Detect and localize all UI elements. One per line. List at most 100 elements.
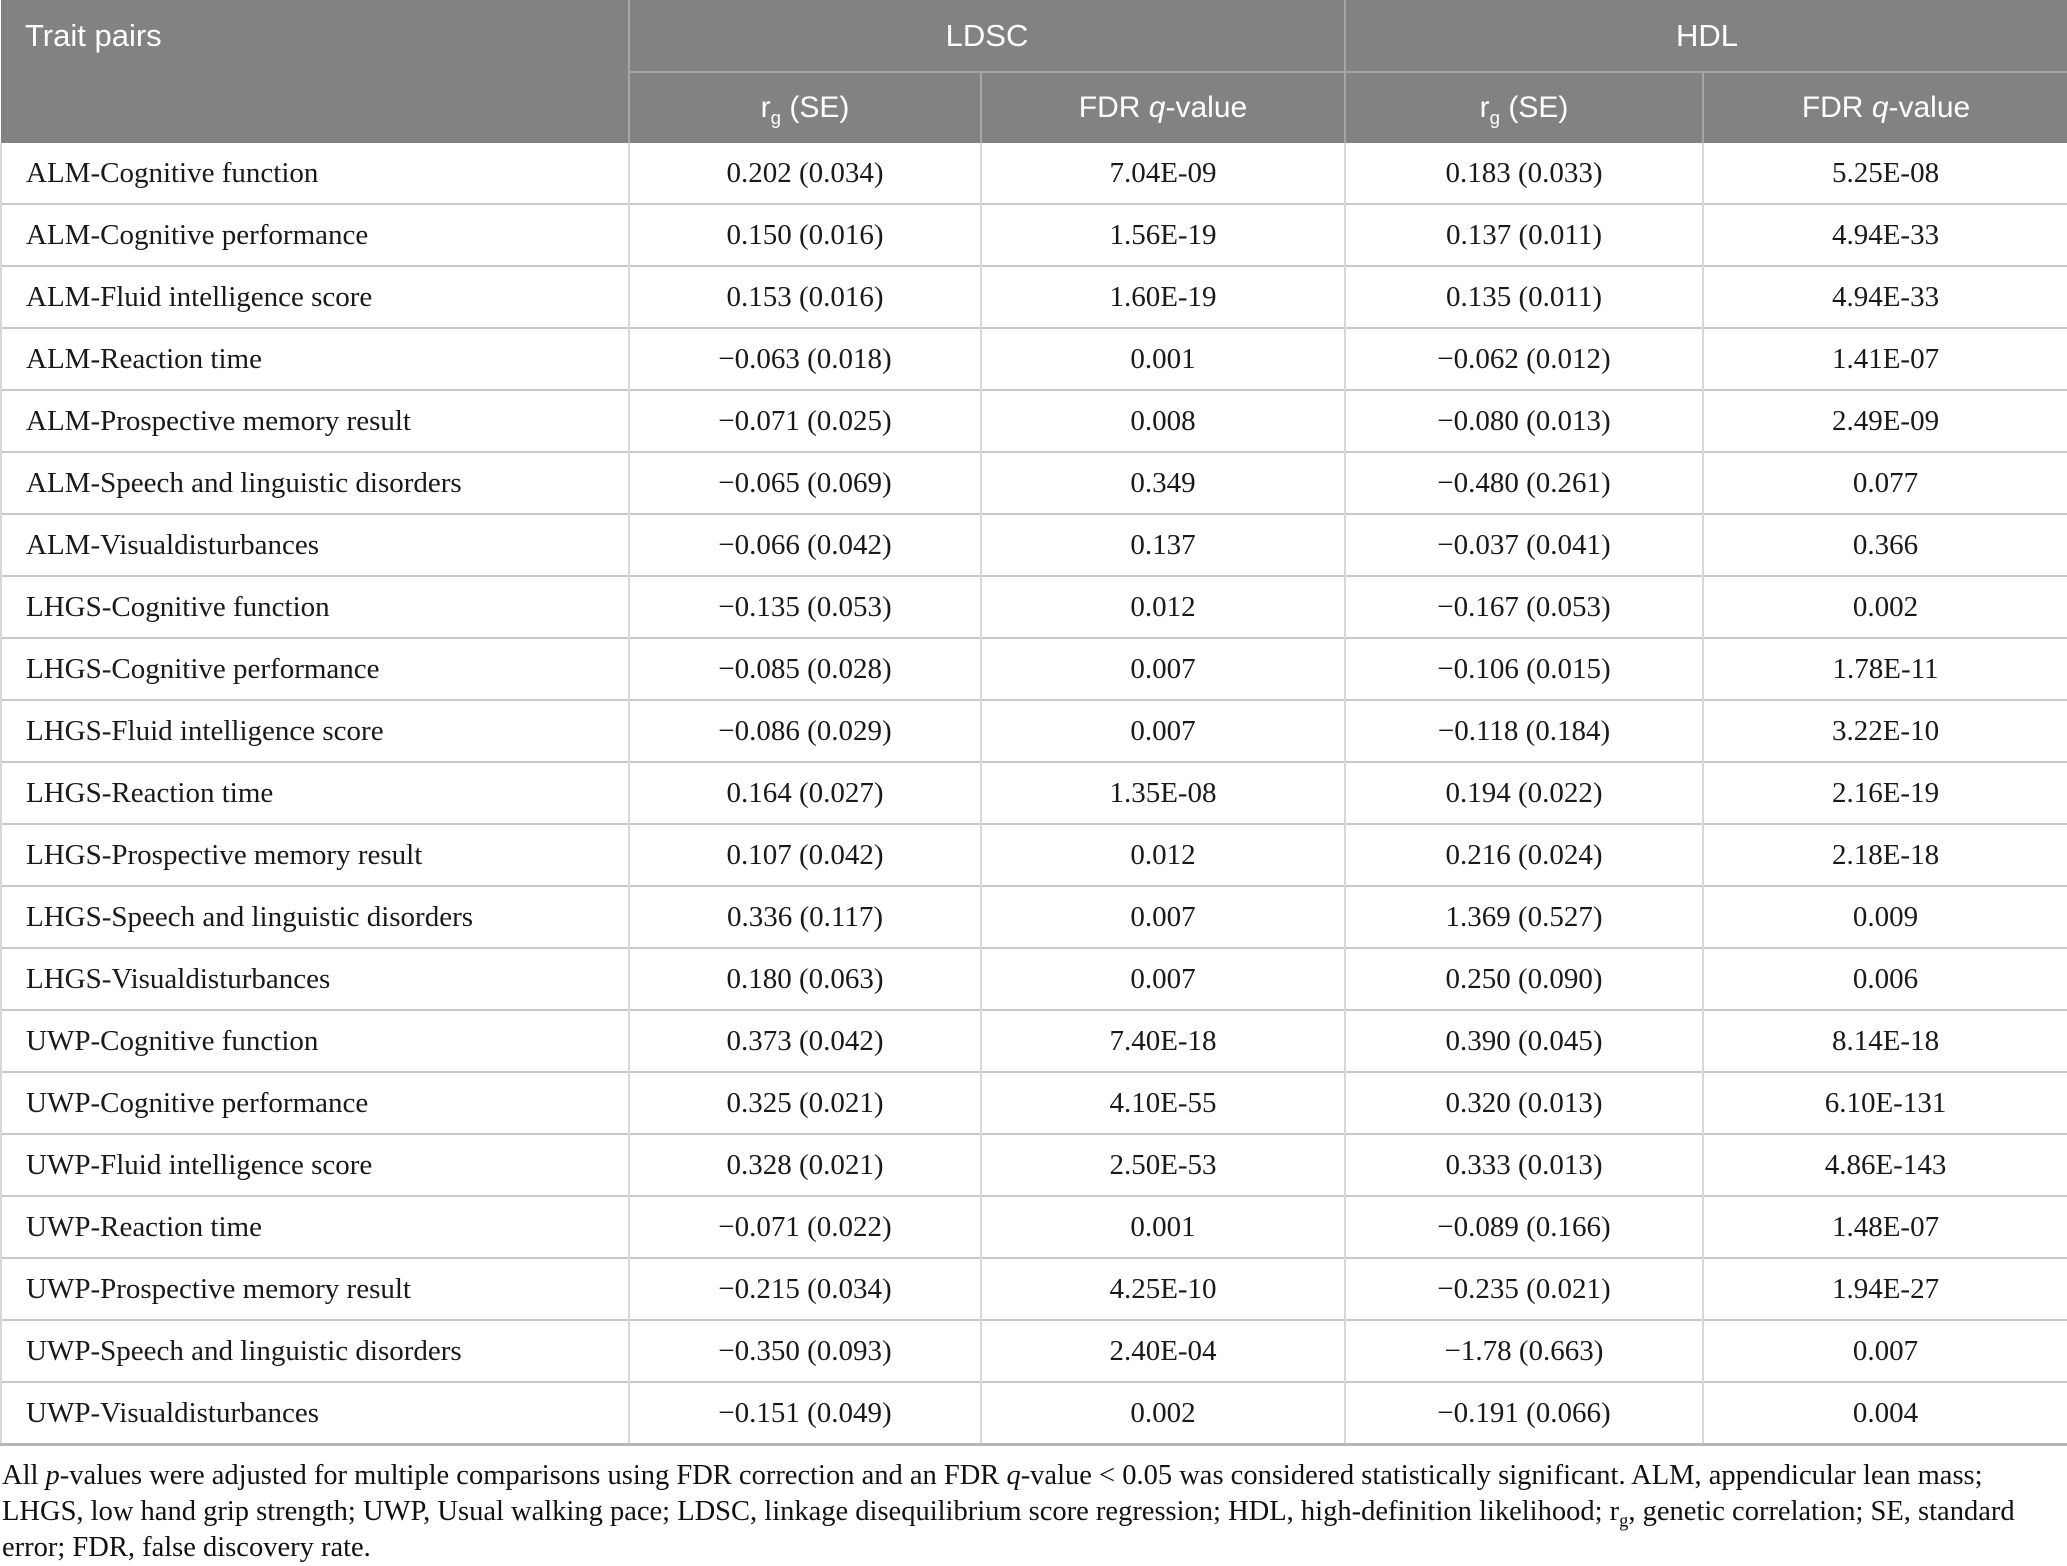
hdl-rg-se-cell: −0.080 (0.013): [1344, 389, 1705, 452]
hdl-fdr-q-cell: 4.94E-33: [1702, 203, 2067, 266]
ldsc-fdr-q-cell: 0.007: [979, 699, 1347, 762]
table-row: ALM-Reaction time −0.063 (0.018) 0.001 −…: [0, 327, 2067, 390]
trait-pair-cell: LHGS-Cognitive performance: [0, 637, 630, 700]
hdl-fdr-q-cell: 2.18E-18: [1702, 823, 2067, 886]
table-row: ALM-Visualdisturbances −0.066 (0.042) 0.…: [0, 513, 2067, 576]
hdl-rg-se-cell: −0.106 (0.015): [1344, 637, 1705, 700]
table-header: Trait pairs LDSC HDL rg (SE) FDR q-value…: [1, 0, 2067, 143]
hdl-fdr-q-cell: 2.49E-09: [1702, 389, 2067, 452]
ldsc-rg-se-cell: 0.150 (0.016): [628, 203, 982, 266]
table-row: LHGS-Cognitive performance −0.085 (0.028…: [0, 637, 2067, 700]
hdl-rg-se-cell: 0.390 (0.045): [1344, 1009, 1705, 1072]
trait-pair-cell: UWP-Cognitive performance: [0, 1071, 630, 1134]
hdl-fdr-q-cell: 0.004: [1702, 1381, 2067, 1446]
hdl-fdr-q-cell: 1.48E-07: [1702, 1195, 2067, 1258]
table-body: ALM-Cognitive function 0.202 (0.034) 7.0…: [0, 143, 2067, 1446]
trait-pair-cell: LHGS-Fluid intelligence score: [0, 699, 630, 762]
ldsc-fdr-q-cell: 0.001: [979, 327, 1347, 390]
ldsc-fdr-q-cell: 2.50E-53: [979, 1133, 1347, 1196]
hdl-rg-se-cell: −1.78 (0.663): [1344, 1319, 1705, 1382]
table-row: UWP-Cognitive performance 0.325 (0.021) …: [0, 1071, 2067, 1134]
table-row: LHGS-Prospective memory result 0.107 (0.…: [0, 823, 2067, 886]
ldsc-rg-se-cell: −0.071 (0.025): [628, 389, 982, 452]
trait-pairs-table: Trait pairs LDSC HDL rg (SE) FDR q-value…: [0, 0, 2067, 1446]
trait-pair-cell: ALM-Speech and linguistic disorders: [0, 451, 630, 514]
table-row: LHGS-Cognitive function −0.135 (0.053) 0…: [0, 575, 2067, 638]
ldsc-rg-se-cell: −0.071 (0.022): [628, 1195, 982, 1258]
column-group-ldsc: LDSC: [629, 0, 1347, 73]
column-group-hdl: HDL: [1345, 0, 2067, 73]
ldsc-fdr-q-cell: 4.25E-10: [979, 1257, 1347, 1320]
column-header-trait-pairs: Trait pairs: [1, 0, 630, 143]
table-row: LHGS-Speech and linguistic disorders 0.3…: [0, 885, 2067, 948]
trait-pair-cell: UWP-Cognitive function: [0, 1009, 630, 1072]
ldsc-rg-se-cell: 0.373 (0.042): [628, 1009, 982, 1072]
ldsc-rg-se-cell: −0.066 (0.042): [628, 513, 982, 576]
table-row: ALM-Prospective memory result −0.071 (0.…: [0, 389, 2067, 452]
trait-pair-cell: ALM-Prospective memory result: [0, 389, 630, 452]
hdl-rg-se-cell: −0.118 (0.184): [1344, 699, 1705, 762]
table-row: UWP-Fluid intelligence score 0.328 (0.02…: [0, 1133, 2067, 1196]
table-row: ALM-Cognitive performance 0.150 (0.016) …: [0, 203, 2067, 266]
ldsc-rg-se-cell: −0.151 (0.049): [628, 1381, 982, 1446]
trait-pair-cell: ALM-Fluid intelligence score: [0, 265, 630, 328]
table-footnote: All p-values were adjusted for multiple …: [2, 1460, 2015, 1563]
hdl-fdr-q-cell: 0.366: [1702, 513, 2067, 576]
hdl-fdr-q-cell: 0.009: [1702, 885, 2067, 948]
table-row: LHGS-Visualdisturbances 0.180 (0.063) 0.…: [0, 947, 2067, 1010]
hdl-fdr-q-cell: 3.22E-10: [1702, 699, 2067, 762]
trait-pair-cell: ALM-Reaction time: [0, 327, 630, 390]
ldsc-fdr-q-cell: 0.008: [979, 389, 1347, 452]
subheader-ldsc-rg-se: rg (SE): [629, 72, 982, 143]
hdl-rg-se-cell: −0.062 (0.012): [1344, 327, 1705, 390]
trait-pair-cell: UWP-Speech and linguistic disorders: [0, 1319, 630, 1382]
hdl-fdr-q-cell: 5.25E-08: [1702, 143, 2067, 204]
table-row: ALM-Speech and linguistic disorders −0.0…: [0, 451, 2067, 514]
subheader-hdl-fdr-q-value: FDR q-value: [1703, 72, 2067, 143]
hdl-fdr-q-cell: 1.94E-27: [1702, 1257, 2067, 1320]
hdl-rg-se-cell: −0.191 (0.066): [1344, 1381, 1705, 1446]
ldsc-rg-se-cell: 0.328 (0.021): [628, 1133, 982, 1196]
ldsc-fdr-q-cell: 0.007: [979, 637, 1347, 700]
trait-pair-cell: LHGS-Reaction time: [0, 761, 630, 824]
ldsc-fdr-q-cell: 0.002: [979, 1381, 1347, 1446]
table-row: ALM-Fluid intelligence score 0.153 (0.01…: [0, 265, 2067, 328]
hdl-rg-se-cell: 0.333 (0.013): [1344, 1133, 1705, 1196]
trait-pair-cell: ALM-Cognitive function: [0, 143, 630, 204]
ldsc-rg-se-cell: 0.153 (0.016): [628, 265, 982, 328]
ldsc-fdr-q-cell: 0.137: [979, 513, 1347, 576]
hdl-fdr-q-cell: 0.006: [1702, 947, 2067, 1010]
ldsc-fdr-q-cell: 2.40E-04: [979, 1319, 1347, 1382]
hdl-fdr-q-cell: 4.86E-143: [1702, 1133, 2067, 1196]
table-row: UWP-Reaction time −0.071 (0.022) 0.001 −…: [0, 1195, 2067, 1258]
ldsc-fdr-q-cell: 1.60E-19: [979, 265, 1347, 328]
table-row: UWP-Cognitive function 0.373 (0.042) 7.4…: [0, 1009, 2067, 1072]
hdl-rg-se-cell: −0.235 (0.021): [1344, 1257, 1705, 1320]
ldsc-fdr-q-cell: 7.40E-18: [979, 1009, 1347, 1072]
hdl-fdr-q-cell: 1.41E-07: [1702, 327, 2067, 390]
table-row: LHGS-Fluid intelligence score −0.086 (0.…: [0, 699, 2067, 762]
hdl-fdr-q-cell: 6.10E-131: [1702, 1071, 2067, 1134]
ldsc-fdr-q-cell: 0.007: [979, 885, 1347, 948]
hdl-fdr-q-cell: 1.78E-11: [1702, 637, 2067, 700]
ldsc-rg-se-cell: −0.065 (0.069): [628, 451, 982, 514]
hdl-rg-se-cell: −0.167 (0.053): [1344, 575, 1705, 638]
trait-pair-cell: LHGS-Speech and linguistic disorders: [0, 885, 630, 948]
trait-pair-cell: ALM-Visualdisturbances: [0, 513, 630, 576]
table-row: UWP-Prospective memory result −0.215 (0.…: [0, 1257, 2067, 1320]
hdl-rg-se-cell: 0.320 (0.013): [1344, 1071, 1705, 1134]
ldsc-fdr-q-cell: 0.001: [979, 1195, 1347, 1258]
hdl-rg-se-cell: 0.194 (0.022): [1344, 761, 1705, 824]
ldsc-rg-se-cell: 0.164 (0.027): [628, 761, 982, 824]
ldsc-rg-se-cell: −0.350 (0.093): [628, 1319, 982, 1382]
trait-pair-cell: UWP-Fluid intelligence score: [0, 1133, 630, 1196]
ldsc-rg-se-cell: −0.215 (0.034): [628, 1257, 982, 1320]
hdl-rg-se-cell: 0.250 (0.090): [1344, 947, 1705, 1010]
hdl-rg-se-cell: 0.216 (0.024): [1344, 823, 1705, 886]
ldsc-fdr-q-cell: 0.007: [979, 947, 1347, 1010]
ldsc-rg-se-cell: −0.086 (0.029): [628, 699, 982, 762]
ldsc-fdr-q-cell: 4.10E-55: [979, 1071, 1347, 1134]
hdl-fdr-q-cell: 2.16E-19: [1702, 761, 2067, 824]
hdl-fdr-q-cell: 0.002: [1702, 575, 2067, 638]
